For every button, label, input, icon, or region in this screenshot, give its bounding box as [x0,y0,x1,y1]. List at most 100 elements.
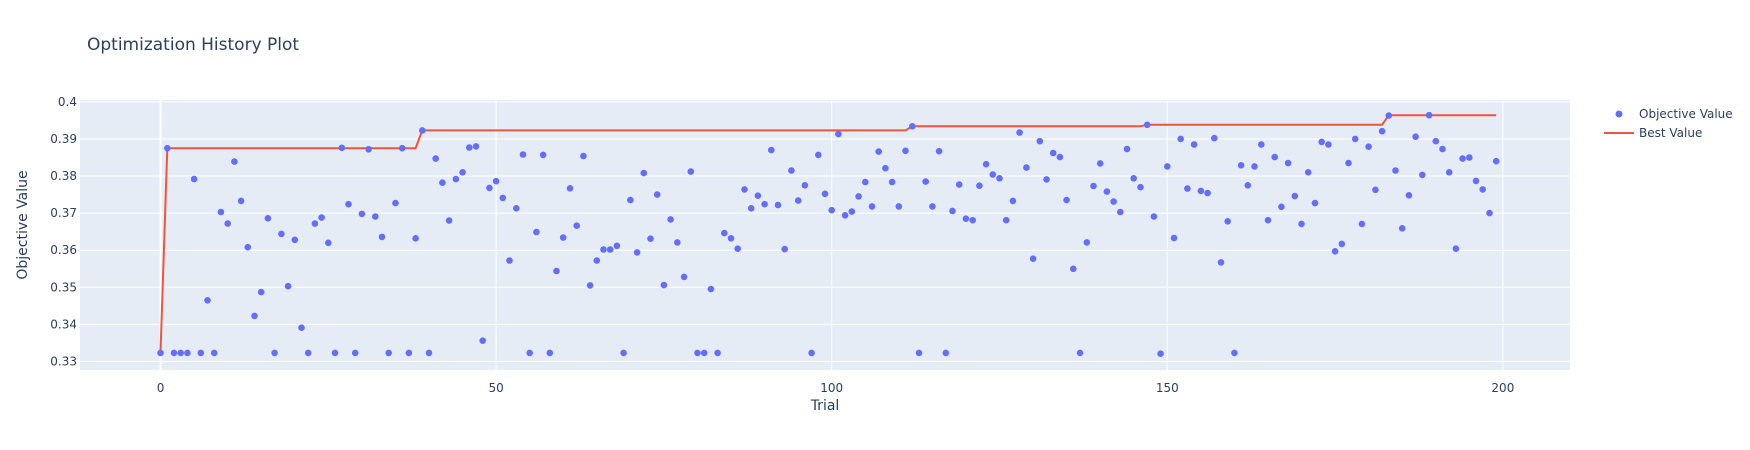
objective-point [808,349,815,357]
objective-point [271,349,278,357]
legend[interactable]: Objective Value Best Value [1604,107,1733,140]
objective-point [452,175,460,183]
objective-point [1298,220,1305,228]
objective-point [1479,186,1486,193]
objective-point [432,155,440,162]
objective-point [1258,141,1265,148]
objective-point [392,199,399,207]
objective-point [1157,350,1164,358]
objective-point [1016,129,1023,136]
objective-point [888,178,896,186]
objective-point [1137,183,1144,191]
x-tick-label: 150 [1156,381,1179,395]
objective-point [1325,141,1332,148]
objective-point [325,239,332,247]
objective-point [1452,245,1460,252]
objective-point [1190,141,1198,148]
y-tick-label: 0.39 [50,132,77,146]
objective-point [1358,220,1366,228]
objective-point [257,288,265,296]
objective-point [298,324,305,332]
objective-point [1036,137,1044,145]
objective-point [768,146,775,154]
legend-item-objective[interactable]: Objective Value [1615,107,1733,121]
objective-point [1023,164,1030,171]
objective-point [338,144,346,152]
objective-point [1372,186,1379,194]
objective-point [1425,111,1433,119]
objective-point [586,282,594,289]
objective-point [1197,187,1205,195]
objective-point [1392,167,1399,174]
objective-point [492,177,500,185]
objective-point [962,215,970,222]
objective-point [1170,234,1178,242]
objective-point [613,242,621,250]
objective-point [761,200,768,208]
objective-point [519,151,527,158]
objective-point [231,158,238,165]
objective-point [1110,198,1117,205]
objective-point [1304,169,1312,176]
objective-point [546,349,554,357]
objective-point [1029,255,1037,262]
objective-point [1043,176,1050,183]
y-tick-label: 0.4 [58,95,77,109]
objective-point [170,349,178,357]
objective-point [841,212,849,219]
objective-point [848,208,856,215]
objective-point [1466,154,1473,161]
objective-point [694,349,701,357]
legend-label-best: Best Value [1639,126,1702,140]
objective-point [1224,218,1231,225]
objective-point [1398,225,1406,232]
objective-point [217,208,225,216]
objective-point [996,175,1003,182]
objective-point [197,349,205,357]
legend-item-best[interactable]: Best Value [1604,126,1702,140]
objective-point [1177,135,1184,143]
objective-point [969,216,976,224]
objective-point [1445,169,1453,176]
legend-label-objective: Objective Value [1639,107,1733,121]
objective-point [1365,143,1372,150]
y-tick-label: 0.33 [50,354,77,368]
y-tick-label: 0.36 [50,243,77,257]
objective-point [680,273,688,281]
objective-point [539,151,547,159]
objective-point [754,192,762,199]
objective-point [955,181,963,188]
objective-point [566,185,574,192]
objective-point [1419,171,1426,179]
objective-point [868,203,876,210]
objective-point [580,152,587,160]
objective-point [190,175,198,183]
objective-point [714,349,721,357]
objective-point [774,201,782,209]
objective-point [922,178,929,185]
x-tick-label: 100 [820,381,843,395]
legend-marker-objective [1615,110,1623,118]
y-axis-title: Objective Value [15,170,31,279]
objective-point [1264,216,1272,224]
objective-point [345,200,352,208]
objective-point [405,349,413,357]
objective-point [553,267,560,275]
objective-point [620,349,627,357]
objective-point [1237,162,1245,169]
objective-point [559,234,567,241]
objective-point [1351,135,1359,143]
y-axis-ticks: 0.33 0.34 0.35 0.36 0.37 0.38 0.39 0.4 [50,95,77,369]
objective-point [164,144,171,152]
objective-point [734,245,741,252]
objective-point [385,349,393,357]
objective-point [224,220,231,227]
objective-point [653,191,661,198]
objective-point [660,281,668,289]
objective-point [1103,188,1111,195]
objective-point [1385,112,1393,119]
objective-point [1338,240,1346,248]
objective-point [466,144,473,151]
objective-point [1083,239,1091,246]
objective-point [1284,159,1292,167]
